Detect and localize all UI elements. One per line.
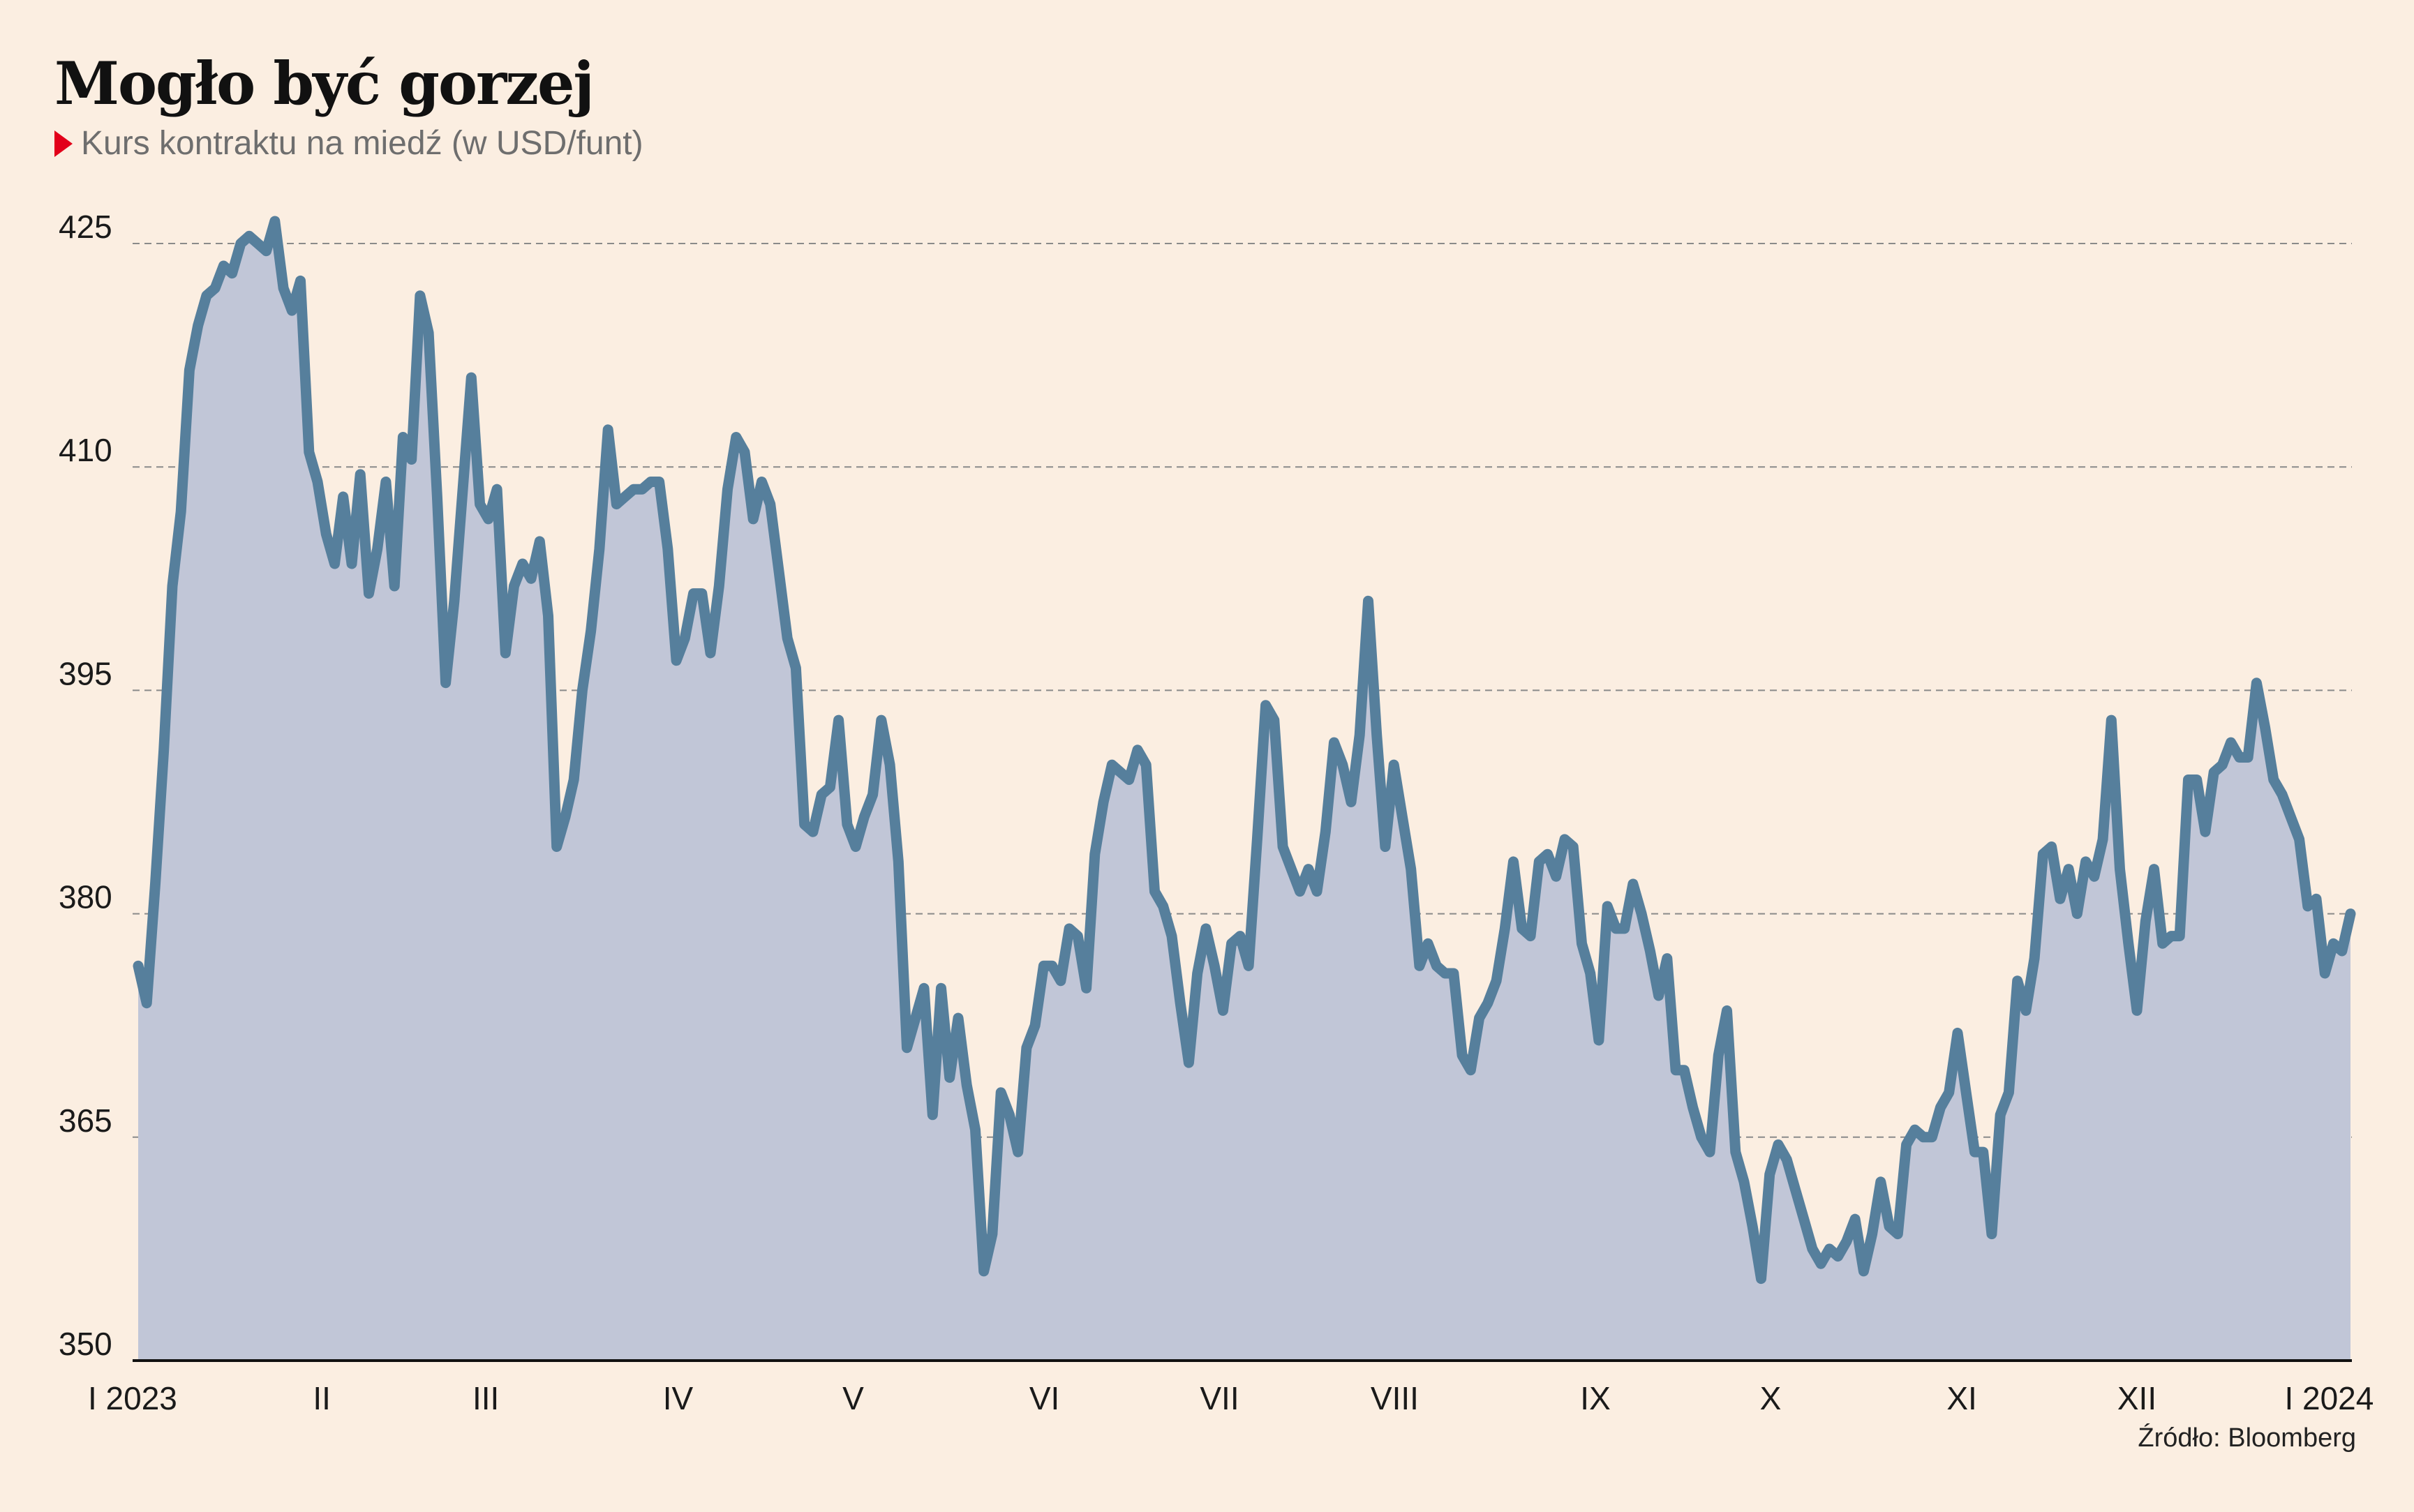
y-tick-label: 380 (59, 879, 112, 915)
x-tick-label: I 2023 (88, 1380, 177, 1416)
chart-title: Mogło być gorzej (54, 49, 595, 118)
x-tick-label: IV (663, 1380, 694, 1416)
x-tick-label: XII (2117, 1380, 2156, 1416)
y-tick-label: 425 (59, 209, 112, 245)
chart-subtitle: Kurs kontraktu na miedź (w USD/funt) (54, 124, 643, 163)
y-tick-label: 410 (59, 432, 112, 468)
triangle-marker-icon (54, 130, 73, 157)
x-tick-label: IX (1580, 1380, 1610, 1416)
x-tick-label: I 2024 (2284, 1380, 2374, 1416)
y-tick-label: 365 (59, 1102, 112, 1139)
x-tick-label: VI (1029, 1380, 1059, 1416)
x-tick-label: VII (1200, 1380, 1239, 1416)
price-area (138, 221, 2350, 1361)
y-tick-label: 395 (59, 655, 112, 691)
chart-subtitle-text: Kurs kontraktu na miedź (w USD/funt) (81, 125, 643, 162)
y-axis-ticks: 350 365 380 395 410 425 (59, 209, 112, 1362)
x-tick-label: II (313, 1380, 331, 1416)
x-axis-ticks: I 2023 II III IV V VI VII VIII IX X XI XII I 2024 (88, 1380, 2374, 1416)
x-tick-label: III (472, 1380, 499, 1416)
source-note: Źródło: Bloomberg (2138, 1423, 2356, 1453)
x-tick-label: X (1760, 1380, 1782, 1416)
y-tick-label: 350 (59, 1326, 112, 1362)
x-tick-label: VIII (1371, 1380, 1419, 1416)
x-tick-label: V (842, 1380, 864, 1416)
x-tick-label: XI (1946, 1380, 1976, 1416)
price-line (133, 216, 2356, 1285)
